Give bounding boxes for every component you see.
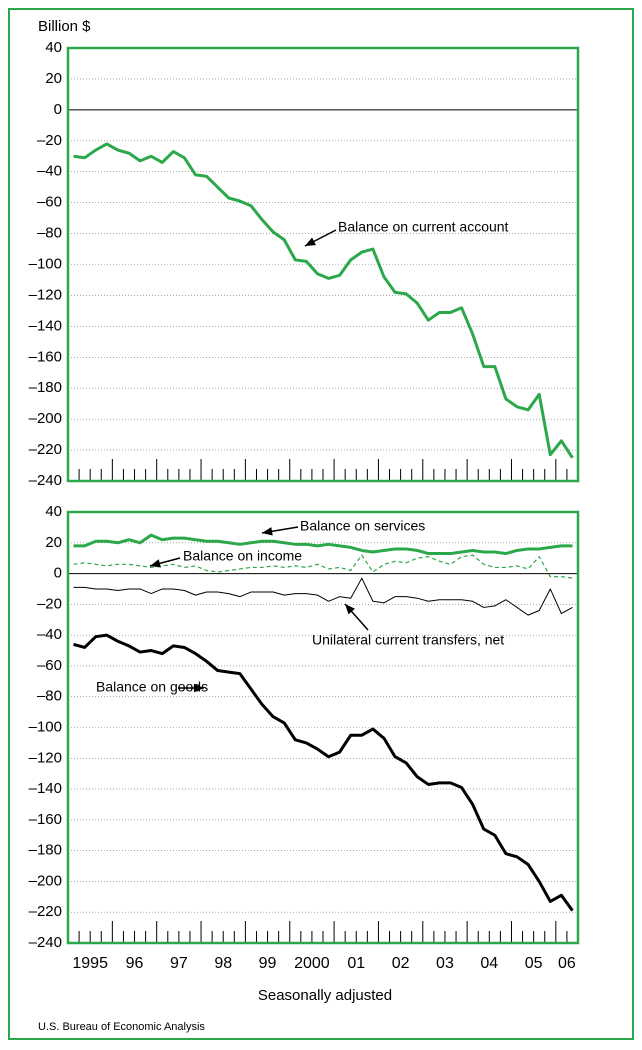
series-annotation: Balance on services bbox=[300, 518, 425, 534]
x-tick-label: 98 bbox=[214, 955, 232, 972]
y-tick-label: 40 bbox=[45, 39, 62, 56]
series-annotation: Balance on current account bbox=[338, 219, 509, 235]
series-annotation: Unilateral current transfers, net bbox=[312, 632, 504, 648]
x-tick-label: 97 bbox=[170, 955, 188, 972]
y-tick-label: –220 bbox=[29, 441, 62, 458]
x-tick-label: 03 bbox=[436, 955, 454, 972]
y-tick-label: 20 bbox=[45, 534, 62, 551]
y-tick-label: –200 bbox=[29, 410, 62, 427]
y-tick-label: –220 bbox=[29, 903, 62, 920]
y-tick-label: –160 bbox=[29, 348, 62, 365]
x-tick-label: 05 bbox=[525, 955, 543, 972]
x-tick-label: 06 bbox=[558, 955, 576, 972]
y-tick-label: –60 bbox=[37, 194, 62, 211]
x-tick-label: 02 bbox=[392, 955, 410, 972]
y-tick-label: –20 bbox=[37, 132, 62, 149]
y-tick-label: –140 bbox=[29, 317, 62, 334]
x-tick-label: 99 bbox=[259, 955, 277, 972]
plot-frame bbox=[66, 510, 580, 945]
y-tick-label: –20 bbox=[37, 595, 62, 612]
annotation-arrowhead bbox=[262, 527, 273, 536]
series-line bbox=[73, 142, 574, 459]
y-tick-label: –100 bbox=[29, 255, 62, 272]
source: U.S. Bureau of Economic Analysis bbox=[38, 1021, 205, 1033]
y-tick-label: –40 bbox=[37, 163, 62, 180]
series-line bbox=[73, 554, 573, 579]
annotation-arrowhead bbox=[305, 237, 316, 246]
y-tick-label: 0 bbox=[54, 565, 62, 582]
y-tick-label: –240 bbox=[29, 472, 62, 489]
y-tick-label: –120 bbox=[29, 749, 62, 766]
y-tick-label: –120 bbox=[29, 286, 62, 303]
annotation-arrowhead bbox=[345, 604, 355, 615]
y-tick-label: 20 bbox=[45, 70, 62, 87]
y-tick-label: –80 bbox=[37, 688, 62, 705]
x-axis-label: Seasonally adjusted bbox=[258, 987, 392, 1004]
y-tick-label: –140 bbox=[29, 780, 62, 797]
plot-frame bbox=[66, 46, 580, 483]
annotation-arrowhead bbox=[150, 559, 161, 568]
y-tick-label: –80 bbox=[37, 225, 62, 242]
x-tick-label: 1995 bbox=[72, 955, 108, 972]
x-tick-label: 04 bbox=[480, 955, 498, 972]
y-tick-label: –60 bbox=[37, 657, 62, 674]
y-tick-label: –240 bbox=[29, 934, 62, 951]
series-line bbox=[73, 577, 573, 616]
annotation-arrowhead bbox=[193, 683, 204, 693]
y-tick-label: –100 bbox=[29, 718, 62, 735]
x-tick-label: 2000 bbox=[294, 955, 330, 972]
series-line bbox=[73, 633, 574, 912]
series-annotation: Balance on income bbox=[183, 548, 302, 564]
y-axis-label: Billion $ bbox=[38, 18, 91, 35]
series-annotation: Balance on goods bbox=[96, 679, 208, 695]
x-tick-label: 01 bbox=[347, 955, 365, 972]
y-tick-label: –160 bbox=[29, 811, 62, 828]
series-line bbox=[73, 533, 573, 556]
y-tick-label: –200 bbox=[29, 872, 62, 889]
y-tick-label: –180 bbox=[29, 379, 62, 396]
y-tick-label: 40 bbox=[45, 503, 62, 520]
outer-frame bbox=[8, 8, 634, 1040]
y-tick-label: –180 bbox=[29, 842, 62, 859]
x-tick-label: 96 bbox=[126, 955, 144, 972]
y-tick-label: –40 bbox=[37, 626, 62, 643]
y-tick-label: 0 bbox=[54, 101, 62, 118]
